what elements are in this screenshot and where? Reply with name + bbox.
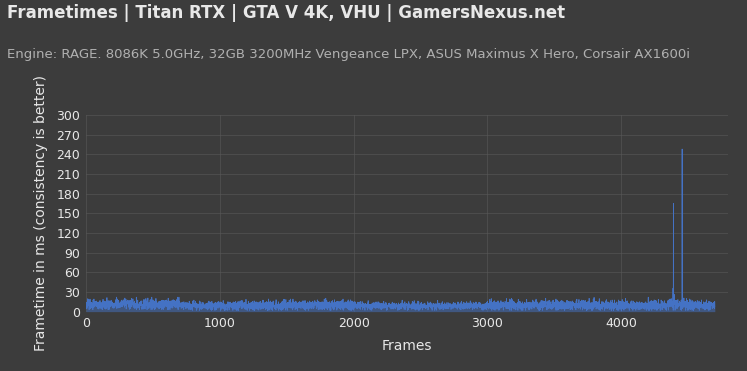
X-axis label: Frames: Frames	[382, 338, 433, 352]
Y-axis label: Frametime in ms (consistency is better): Frametime in ms (consistency is better)	[34, 75, 48, 351]
Text: Engine: RAGE. 8086K 5.0GHz, 32GB 3200MHz Vengeance LPX, ASUS Maximus X Hero, Cor: Engine: RAGE. 8086K 5.0GHz, 32GB 3200MHz…	[7, 48, 690, 61]
Text: Frametimes | Titan RTX | GTA V 4K, VHU | GamersNexus.net: Frametimes | Titan RTX | GTA V 4K, VHU |…	[7, 4, 565, 22]
